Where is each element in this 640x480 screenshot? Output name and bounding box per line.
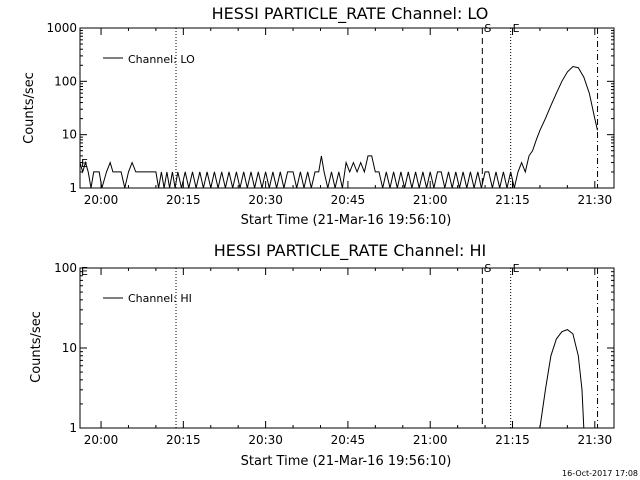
x-tick-label: 21:30: [578, 193, 613, 207]
y-axis-label: Counts/sec: [22, 72, 37, 144]
x-tick-label: 21:00: [413, 433, 448, 447]
chart-title: HESSI PARTICLE_RATE Channel: HI: [214, 241, 487, 261]
series-lines: [539, 329, 585, 429]
x-axis-label: Start Time (21-Mar-16 19:56:10): [241, 454, 452, 469]
legend-label: Channel: HI: [128, 292, 192, 305]
y-tick-label: 1: [69, 181, 77, 195]
legend-label: Channel: LO: [128, 53, 195, 66]
y-ticks: 1 10 100 1000: [46, 21, 614, 195]
y-tick-label: 100: [54, 74, 77, 88]
x-tick-label: 20:45: [331, 193, 366, 207]
chart-panel-hi: HESSI PARTICLE_RATE Channel: HI Counts/s…: [29, 241, 615, 469]
x-tick-label: 20:00: [84, 193, 119, 207]
y-tick-label: 1000: [46, 21, 77, 35]
marker-label: S: [484, 22, 491, 35]
x-tick-label: 20:45: [331, 433, 366, 447]
chart-panel-lo: HESSI PARTICLE_RATE Channel: LO Counts/s…: [22, 4, 615, 228]
marker-label: E: [513, 22, 520, 35]
footer-timestamp: 16-Oct-2017 17:08: [562, 469, 638, 478]
side-label: E: [81, 157, 88, 170]
y-ticks: 1 10 100: [54, 261, 614, 435]
plot-frame: [79, 27, 615, 189]
y-tick-label: 10: [62, 128, 77, 142]
x-tick-label: 21:30: [578, 433, 613, 447]
x-tick-label: 20:15: [166, 193, 201, 207]
series-line: [79, 65, 598, 189]
x-tick-label: 20:30: [248, 193, 283, 207]
series-line: [539, 329, 585, 429]
x-tick-label: 20:00: [84, 433, 119, 447]
x-ticks: 20:00 20:15 20:30 20:45 21:00 21:15 21:30: [84, 28, 612, 207]
x-axis-label: Start Time (21-Mar-16 19:56:10): [241, 213, 452, 228]
y-tick-label: 100: [54, 261, 77, 275]
x-tick-label: 21:00: [413, 193, 448, 207]
y-axis-label: Counts/sec: [29, 311, 44, 383]
marker-label: S: [484, 262, 491, 275]
x-tick-label: 21:15: [495, 193, 530, 207]
x-tick-label: 21:15: [495, 433, 530, 447]
chart-title: HESSI PARTICLE_RATE Channel: LO: [212, 4, 489, 24]
series-lines: [79, 65, 598, 189]
marker-label: E: [513, 262, 520, 275]
x-tick-label: 20:30: [248, 433, 283, 447]
x-ticks: 20:00 20:15 20:30 20:45 21:00 21:15 21:30: [84, 268, 612, 447]
x-tick-label: 20:15: [166, 433, 201, 447]
side-label: E: [81, 265, 88, 278]
y-tick-label: 1: [69, 421, 77, 435]
y-tick-label: 10: [62, 341, 77, 355]
